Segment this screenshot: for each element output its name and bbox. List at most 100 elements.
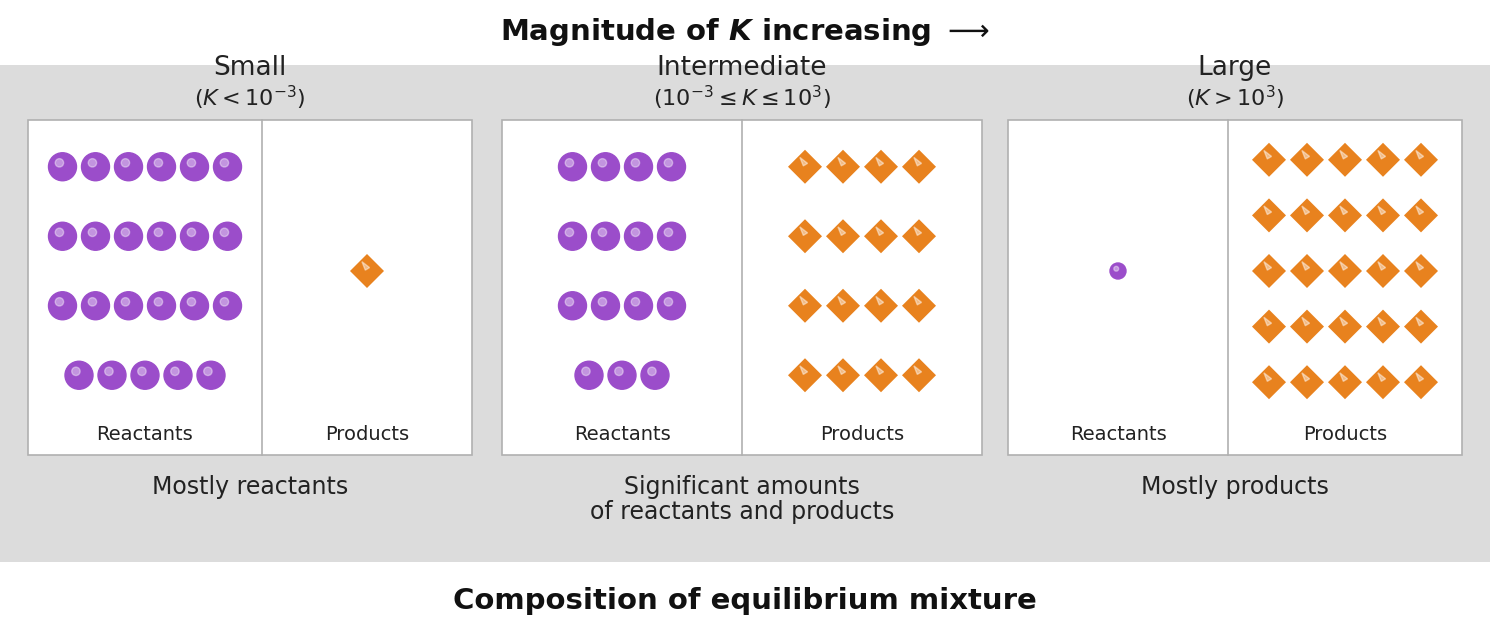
Polygon shape: [1366, 254, 1401, 288]
Circle shape: [121, 228, 130, 237]
Polygon shape: [800, 157, 808, 166]
Circle shape: [657, 153, 685, 180]
Circle shape: [657, 222, 685, 250]
Circle shape: [180, 292, 209, 320]
Circle shape: [88, 159, 97, 167]
Polygon shape: [1404, 143, 1438, 177]
Circle shape: [197, 361, 225, 389]
Circle shape: [665, 298, 672, 306]
Circle shape: [624, 153, 653, 180]
Circle shape: [188, 298, 195, 306]
Circle shape: [82, 222, 109, 250]
Circle shape: [204, 367, 212, 376]
Text: $(K < 10^{-3})$: $(K < 10^{-3})$: [194, 84, 305, 112]
Circle shape: [565, 298, 574, 306]
Polygon shape: [788, 289, 822, 323]
Polygon shape: [1252, 143, 1286, 177]
Circle shape: [592, 222, 620, 250]
Polygon shape: [1252, 254, 1286, 288]
Polygon shape: [1302, 150, 1310, 159]
FancyBboxPatch shape: [28, 120, 472, 455]
Polygon shape: [1252, 198, 1286, 232]
Text: Small: Small: [213, 55, 286, 81]
Polygon shape: [1264, 317, 1271, 326]
Circle shape: [565, 228, 574, 237]
Polygon shape: [913, 296, 921, 305]
Circle shape: [221, 298, 228, 306]
Text: Intermediate: Intermediate: [657, 55, 827, 81]
Circle shape: [641, 361, 669, 389]
Circle shape: [648, 367, 656, 376]
Polygon shape: [1340, 373, 1347, 381]
Polygon shape: [837, 366, 845, 374]
Polygon shape: [825, 220, 860, 253]
Circle shape: [180, 222, 209, 250]
Circle shape: [148, 292, 176, 320]
Text: $(10^{-3} \leq K \leq 10^{3})$: $(10^{-3} \leq K \leq 10^{3})$: [653, 84, 831, 112]
Circle shape: [55, 298, 64, 306]
Circle shape: [581, 367, 590, 376]
FancyBboxPatch shape: [1009, 120, 1462, 455]
Circle shape: [180, 153, 209, 180]
Polygon shape: [864, 289, 898, 323]
Polygon shape: [1340, 262, 1347, 270]
Bar: [0, 65, 1490, 562]
Polygon shape: [901, 220, 936, 253]
Circle shape: [104, 367, 113, 376]
Polygon shape: [1404, 198, 1438, 232]
Polygon shape: [876, 296, 884, 305]
Polygon shape: [837, 227, 845, 236]
Polygon shape: [1404, 365, 1438, 399]
Polygon shape: [1328, 310, 1362, 344]
Circle shape: [88, 298, 97, 306]
Circle shape: [213, 222, 241, 250]
Polygon shape: [825, 150, 860, 184]
Polygon shape: [1302, 206, 1310, 214]
Circle shape: [98, 361, 127, 389]
Polygon shape: [901, 150, 936, 184]
Polygon shape: [1302, 262, 1310, 270]
Polygon shape: [1404, 310, 1438, 344]
Polygon shape: [1340, 206, 1347, 214]
Polygon shape: [1290, 310, 1325, 344]
Polygon shape: [1290, 143, 1325, 177]
Circle shape: [49, 222, 76, 250]
Polygon shape: [1366, 198, 1401, 232]
Circle shape: [131, 361, 159, 389]
Polygon shape: [876, 366, 884, 374]
Polygon shape: [1416, 317, 1423, 326]
Polygon shape: [913, 227, 921, 236]
Circle shape: [82, 153, 109, 180]
Circle shape: [148, 222, 176, 250]
Text: Significant amounts: Significant amounts: [624, 475, 860, 499]
Polygon shape: [1328, 254, 1362, 288]
Polygon shape: [876, 157, 884, 166]
Circle shape: [66, 361, 92, 389]
Circle shape: [608, 361, 636, 389]
Circle shape: [188, 159, 195, 167]
Polygon shape: [1252, 365, 1286, 399]
Polygon shape: [1302, 317, 1310, 326]
Circle shape: [657, 292, 685, 320]
Circle shape: [164, 361, 192, 389]
Polygon shape: [1416, 262, 1423, 270]
Polygon shape: [1378, 150, 1386, 159]
Circle shape: [155, 159, 162, 167]
Polygon shape: [864, 220, 898, 253]
Circle shape: [213, 153, 241, 180]
Polygon shape: [1378, 206, 1386, 214]
Circle shape: [55, 228, 64, 237]
Circle shape: [632, 228, 639, 237]
Text: Products: Products: [820, 426, 904, 445]
Polygon shape: [1290, 365, 1325, 399]
Circle shape: [665, 228, 672, 237]
Circle shape: [632, 298, 639, 306]
Text: Reactants: Reactants: [97, 426, 194, 445]
Circle shape: [55, 159, 64, 167]
Text: of reactants and products: of reactants and products: [590, 500, 894, 524]
Polygon shape: [1328, 365, 1362, 399]
Circle shape: [121, 159, 130, 167]
Circle shape: [597, 228, 606, 237]
Polygon shape: [1264, 150, 1271, 159]
Text: Large: Large: [1198, 55, 1272, 81]
